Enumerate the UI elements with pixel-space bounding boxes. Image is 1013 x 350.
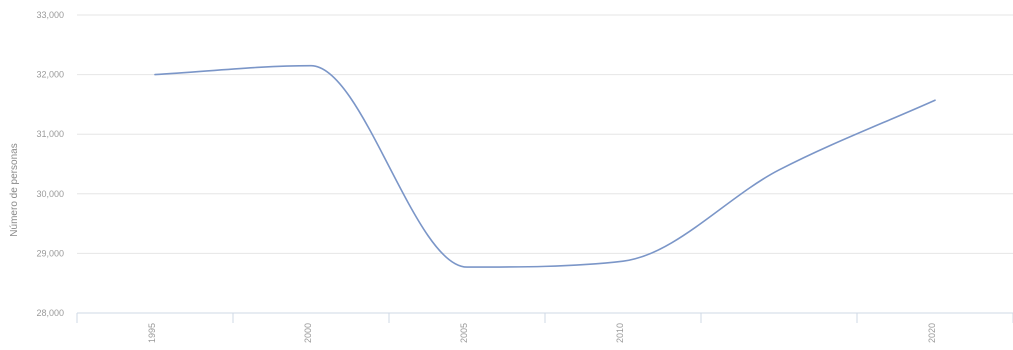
series-layer <box>154 64 936 268</box>
x-tick-label: 1995 <box>147 323 157 343</box>
y-tick-label: 33,000 <box>36 10 64 20</box>
y-tick-label: 29,000 <box>36 248 64 258</box>
x-tick-label: 2005 <box>459 323 469 343</box>
tick-labels: 28,000 29,000 30,000 31,000 32,000 33,000 1995… <box>36 10 937 343</box>
y-tick-label: 31,000 <box>36 129 64 139</box>
grid-lines <box>77 14 1013 254</box>
y-tick-label: 30,000 <box>36 189 64 199</box>
x-tick-label: 2010 <box>615 323 625 343</box>
y-tick-label: 32,000 <box>36 70 64 80</box>
x-tick-label: 2020 <box>927 323 937 343</box>
y-axis-title: Número de personas <box>9 143 20 236</box>
axes <box>76 312 1013 323</box>
series-line <box>154 64 936 268</box>
x-tick-label: 2000 <box>303 323 313 343</box>
y-tick-label: 28,000 <box>36 308 64 318</box>
